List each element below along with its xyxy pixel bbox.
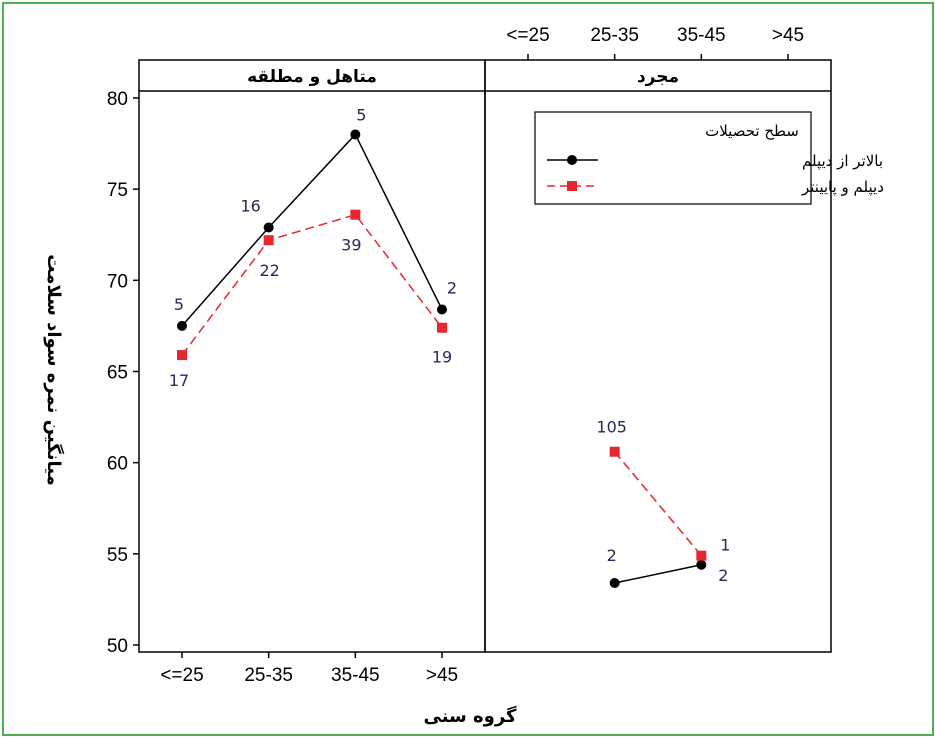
x-tick-label-bottom: 35-45 <box>331 665 380 686</box>
x-tick-label-bottom: >45 <box>426 665 458 686</box>
legend-entry-2: دیپلم و پایینتر <box>801 178 884 197</box>
point-above-diploma <box>263 222 274 233</box>
series-line-above-diploma <box>614 564 702 584</box>
legend-marker-2 <box>567 181 577 191</box>
count-label: 17 <box>169 371 189 390</box>
point-above-diploma <box>437 304 447 315</box>
count-label: 22 <box>259 261 279 280</box>
panel-left-title: متاهل و مطلقه <box>247 67 377 87</box>
count-label: 19 <box>432 348 452 367</box>
panel-right-title: مجرد <box>637 67 679 87</box>
count-label: 5 <box>174 295 184 314</box>
point-above-diploma <box>177 320 187 331</box>
count-label: 105 <box>596 418 627 437</box>
y-tick-label: 75 <box>107 180 128 201</box>
legend-title: سطح تحصیلات <box>705 122 799 140</box>
series-line-above-diploma <box>181 133 443 327</box>
point-diploma-and-below <box>263 235 274 246</box>
count-label: 39 <box>341 236 361 255</box>
legend-marker-1 <box>567 155 577 165</box>
x-tick-label-top: >45 <box>772 25 804 46</box>
y-tick-label: 65 <box>107 363 128 384</box>
point-diploma-and-below <box>437 322 447 333</box>
point-above-diploma <box>609 578 620 589</box>
count-label: 16 <box>240 196 260 215</box>
legend-entry-1: بالاتر از دیپلم <box>802 152 883 171</box>
point-diploma-and-below <box>696 550 707 561</box>
point-diploma-and-below <box>609 446 620 457</box>
y-axis-label: میانگین نمره سواد سلامت <box>43 254 65 485</box>
x-axis-label: گروه سنی <box>423 705 517 727</box>
count-label: 1 <box>720 536 730 555</box>
x-tick-label-bottom: <=25 <box>160 665 203 686</box>
point-above-diploma <box>350 129 361 140</box>
series-line-diploma-and-below <box>614 451 702 557</box>
y-tick-label: 50 <box>107 636 128 657</box>
point-above-diploma <box>696 559 707 570</box>
y-tick-label: 60 <box>107 454 128 475</box>
x-tick-label-top: 35-45 <box>677 25 726 46</box>
y-tick-label: 80 <box>107 89 128 110</box>
point-diploma-and-below <box>177 350 187 361</box>
count-label: 5 <box>356 105 366 124</box>
x-tick-label-top: <=25 <box>506 25 549 46</box>
y-tick-label: 70 <box>107 271 128 292</box>
count-label: 2 <box>447 279 457 298</box>
legend: سطح تحصیلات بالاتر از دیپلم دیپلم و پایی… <box>534 111 884 205</box>
series-line-diploma-and-below <box>181 213 443 356</box>
panel-right-frame <box>484 59 832 653</box>
x-tick-label-top: 25-35 <box>590 25 639 46</box>
x-tick-label-bottom: 25-35 <box>244 665 293 686</box>
count-label: 2 <box>607 546 617 565</box>
legend-box <box>534 111 812 205</box>
point-diploma-and-below <box>350 209 361 220</box>
count-label: 2 <box>718 566 728 585</box>
y-tick-label: 55 <box>107 545 128 566</box>
